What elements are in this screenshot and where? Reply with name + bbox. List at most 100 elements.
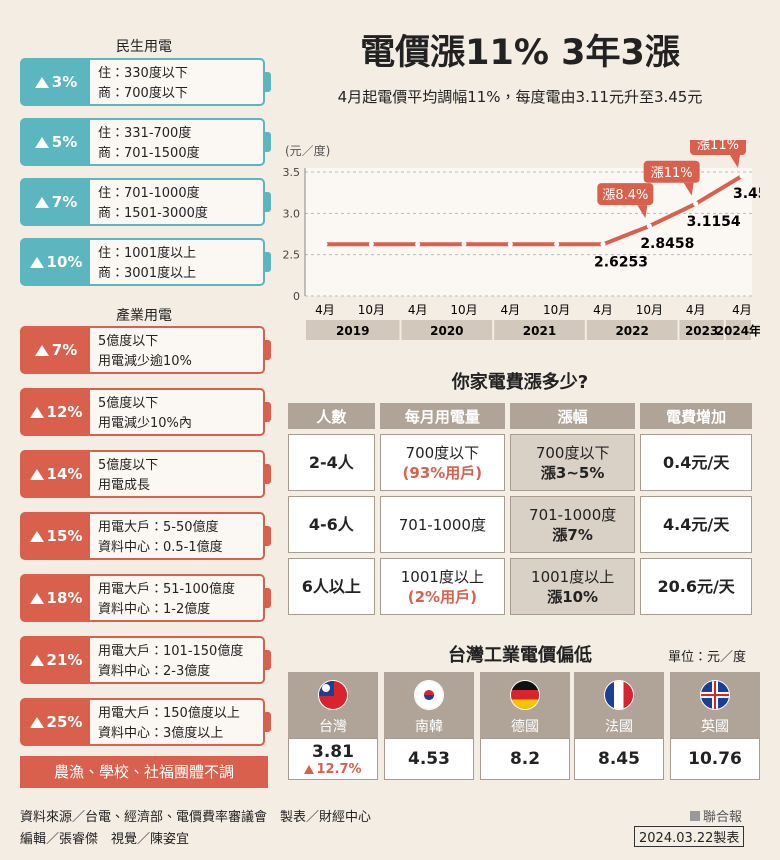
up-arrow [29, 406, 44, 418]
flag-part [415, 681, 443, 709]
table-row: 4-6人 701-1000度 701-1000度 漲7% 4.4元/天 [288, 496, 752, 553]
household-table: 人數 每月用電量 漲幅 電費增加 2-4人 700度以下 (93%用戶) 700度以下 漲3~5… [283, 398, 757, 620]
table-cell: 0.4元/天 [640, 434, 752, 491]
tier: 3% 住：330度以下 商：700度以下 [20, 58, 271, 106]
tier-line: 用電大戶：51-100億度 [98, 582, 236, 597]
up-arrow [29, 530, 44, 542]
cell-line: 701-1000度 [529, 505, 617, 524]
cell-line: 6人以上 [301, 576, 361, 596]
cell-line: 0.4元/天 [663, 452, 730, 472]
card-top: 台灣 [288, 672, 378, 738]
tier: 18% 用電大戶：51-100億度 資料中心：1-2億度 [20, 574, 271, 622]
tier-tab [265, 650, 271, 670]
tier: 12% 5億度以下 用電減少10%內 [20, 388, 271, 436]
point [693, 201, 699, 207]
cell-line: 701-1000度 [398, 515, 486, 534]
country-name: 台灣 [319, 719, 347, 735]
y-tick-label: 3.0 [283, 207, 301, 220]
price: 8.45 [598, 749, 640, 769]
up-arrow [29, 592, 44, 604]
tier-tab [265, 402, 271, 422]
table-cell: 701-1000度 漲7% [510, 496, 636, 553]
value-label: 3.1154 [687, 214, 741, 230]
tier-line: 住：331-700度 [98, 126, 192, 141]
country-name: 英國 [701, 719, 729, 735]
column-header: 電費增加 [640, 403, 752, 429]
tier-line: 用電成長 [98, 478, 151, 493]
tier-increase: 10% [46, 253, 83, 271]
year-label: 2022 [615, 324, 648, 338]
x-tick-label: 4月 [593, 303, 613, 317]
up-arrow [34, 344, 49, 356]
annotation-pointer [637, 205, 648, 219]
tier-line: 資料中心：0.5-1億度 [98, 540, 223, 555]
flag-part [322, 684, 331, 693]
tier-line: 商：1501-3000度 [98, 206, 208, 221]
up-arrow [29, 256, 44, 268]
up-arrow [304, 764, 315, 774]
source: 資料來源／台電、經濟部、電價費率審議會 製表／財經中心 [20, 810, 372, 825]
flag [318, 680, 348, 710]
x-tick-label: 4月 [501, 303, 521, 317]
publisher-name: 聯合報 [703, 810, 743, 825]
cell-line: 1001度以上 [531, 567, 615, 586]
tier-text: 用電大戶：101-150億度 資料中心：2-3億度 [90, 638, 251, 682]
tier-line: 用電大戶：5-50億度 [98, 520, 219, 535]
tier-tab [265, 132, 271, 152]
up-arrow [34, 196, 49, 208]
table-cell: 1001度以上 (2%用戶) [379, 558, 505, 615]
tier: 15% 用電大戶：5-50億度 資料中心：0.5-1億度 [20, 512, 271, 560]
x-tick-label: 10月 [636, 303, 663, 317]
line [325, 174, 744, 247]
tier-text: 用電大戶：5-50億度 資料中心：0.5-1億度 [90, 514, 231, 558]
tier-line: 用電大戶：101-150億度 [98, 644, 244, 659]
flag-part [511, 681, 539, 709]
column-header: 每月用電量 [379, 403, 505, 429]
tier-text: 5億度以下 用電減少10%內 [90, 390, 200, 434]
annotation-pointer [730, 154, 740, 168]
country-name: 南韓 [415, 719, 443, 735]
change-value: 12.7% [316, 761, 362, 777]
flag-part [424, 690, 434, 700]
tier-increase: 7% [51, 193, 78, 211]
country-card: 德國 8.2 [480, 672, 570, 780]
tier: 7% 住：701-1000度 商：1501-3000度 [20, 178, 271, 226]
tier-badge: 15% [22, 514, 90, 558]
tier-line: 5億度以下 [98, 396, 159, 411]
x-tick-label: 4月 [732, 303, 752, 317]
date: 2024.03.22製表 [634, 826, 745, 847]
x-tick-label: 4月 [408, 303, 428, 317]
flag [414, 680, 444, 710]
annotation: 漲11% [697, 140, 739, 153]
column-header: 漲幅 [510, 403, 636, 429]
tier-increase: 12% [46, 403, 83, 421]
point [554, 241, 560, 247]
tier-tab [265, 192, 271, 212]
publisher-icon [690, 811, 700, 821]
tier-tab [265, 252, 271, 272]
residential-title: 民生用電 [116, 39, 172, 55]
table-cell: 6人以上 [288, 558, 375, 615]
annotation-pointer [683, 182, 694, 196]
cell-line: 2-4人 [308, 452, 354, 472]
tier-increase: 3% [51, 73, 78, 91]
x-tick-label: 10月 [358, 303, 385, 317]
card-top: 德國 [480, 672, 570, 738]
year-band [725, 320, 751, 340]
line-chart: (元／度) 0 2.5 3.0 3.5 2.6253 2.8458 漲8.4% 3.1154 漲1… [283, 140, 760, 340]
y-axis-label: (元／度) [285, 143, 330, 158]
cell-line: (93%用戶) [402, 463, 483, 482]
tier-line: 5億度以下 [98, 334, 159, 349]
industry-title: 台灣工業電價偏低 [448, 645, 592, 666]
cell-line: 700度以下 [535, 443, 610, 462]
tier-line: 資料中心：2-3億度 [98, 664, 211, 679]
credits: 編輯／張睿傑 視覺／陳姿宜 [20, 832, 190, 847]
flag-part [319, 681, 347, 709]
year-label: 2024年 [716, 323, 760, 338]
tier: 25% 用電大戶：150億度以上 資料中心：3億度以上 [20, 698, 271, 746]
tier: 10% 住：1001度以上 商：3001度以上 [20, 238, 271, 286]
cell-line: 漲10% [547, 587, 599, 606]
card-value: 8.2 [480, 738, 570, 780]
y-tick-label: 2.5 [283, 249, 301, 262]
